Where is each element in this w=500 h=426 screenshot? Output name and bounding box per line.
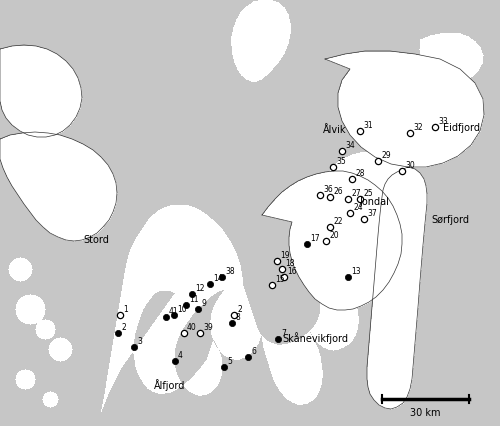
Text: 14: 14 (213, 273, 222, 282)
Text: 30 km: 30 km (410, 407, 441, 417)
Text: 35: 35 (336, 157, 346, 166)
Text: 19: 19 (280, 250, 289, 259)
Text: 5: 5 (227, 356, 232, 365)
Text: 22: 22 (333, 216, 342, 225)
Text: 31: 31 (363, 121, 372, 130)
Text: Ålvik: Ålvik (323, 125, 347, 135)
Text: 27: 27 (351, 189, 360, 198)
Text: 26: 26 (333, 187, 342, 196)
Text: 2: 2 (121, 322, 126, 331)
Text: 39: 39 (203, 322, 213, 331)
Text: Sørfjord: Sørfjord (431, 215, 469, 225)
Text: 18: 18 (285, 259, 294, 268)
Text: 30: 30 (405, 161, 415, 170)
Text: 9: 9 (201, 298, 206, 307)
Text: 40: 40 (187, 322, 197, 331)
Text: 15: 15 (275, 274, 284, 283)
Text: 33: 33 (438, 117, 448, 126)
Text: 34: 34 (345, 141, 355, 150)
Text: 28: 28 (355, 169, 364, 178)
Text: 12: 12 (195, 283, 204, 292)
Text: 10: 10 (177, 304, 186, 313)
Text: 7: 7 (281, 328, 286, 337)
Text: Jondal: Jondal (359, 196, 389, 207)
Text: 11: 11 (189, 294, 198, 303)
Text: 24: 24 (353, 202, 362, 211)
Text: Stord: Stord (83, 234, 109, 245)
Text: Skånevikfjord: Skånevikfjord (282, 331, 348, 343)
Text: 3: 3 (137, 336, 142, 345)
Text: 38: 38 (225, 266, 234, 275)
Text: 25: 25 (363, 189, 372, 198)
Text: 4: 4 (178, 350, 183, 359)
Text: 6: 6 (251, 346, 256, 355)
Text: 20: 20 (329, 230, 338, 239)
Text: 29: 29 (381, 151, 390, 160)
Text: 17: 17 (310, 233, 320, 242)
Text: 1: 1 (123, 304, 128, 313)
Text: 37: 37 (367, 208, 377, 218)
Text: 8: 8 (235, 312, 240, 321)
Text: 2: 2 (237, 304, 242, 313)
Text: Eidfjord: Eidfjord (444, 123, 480, 132)
Text: 41: 41 (169, 306, 178, 315)
Text: 32: 32 (413, 123, 422, 132)
Text: 16: 16 (287, 266, 296, 275)
Text: 13: 13 (351, 266, 360, 275)
Text: 36: 36 (323, 184, 333, 193)
Text: Ålfjord: Ålfjord (154, 378, 186, 390)
